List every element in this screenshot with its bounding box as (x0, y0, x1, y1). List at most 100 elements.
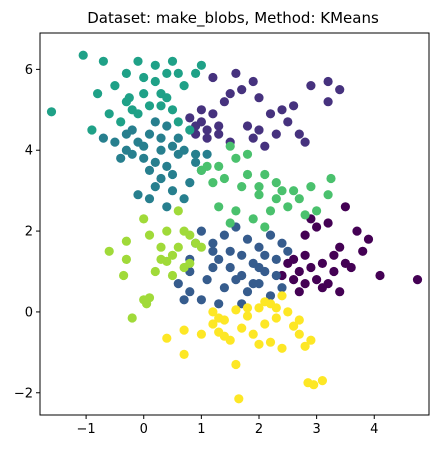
data-point-cluster-7 (242, 311, 253, 321)
data-point-cluster-1 (323, 97, 333, 107)
data-point-cluster-1 (260, 141, 270, 151)
data-point-cluster-2 (265, 291, 276, 301)
data-point-cluster-3 (162, 202, 172, 212)
data-point-cluster-6 (119, 270, 129, 281)
data-point-cluster-5 (208, 178, 218, 188)
data-point-cluster-1 (214, 129, 224, 139)
data-point-cluster-1 (248, 133, 258, 143)
data-point-cluster-5 (214, 161, 224, 171)
data-point-cluster-2 (202, 275, 212, 285)
data-point-cluster-2 (208, 238, 218, 248)
data-point-cluster-0 (312, 222, 322, 232)
data-point-cluster-4 (139, 72, 149, 83)
data-point-cluster-2 (185, 287, 195, 297)
data-point-cluster-5 (294, 194, 304, 204)
data-point-cluster-2 (208, 246, 218, 256)
data-point-cluster-7 (254, 303, 264, 313)
y-axis: −2 0 2 4 6 (14, 63, 40, 401)
data-point-cluster-5 (242, 169, 253, 180)
data-point-cluster-1 (202, 133, 212, 143)
data-point-cluster-4 (121, 68, 131, 78)
data-point-cluster-3 (202, 149, 212, 159)
data-point-cluster-4 (144, 101, 155, 111)
data-point-cluster-1 (265, 109, 276, 119)
data-point-cluster-3 (156, 173, 166, 184)
data-point-cluster-7 (214, 313, 224, 323)
data-point-cluster-7 (260, 319, 270, 329)
x-tick-label: −1 (77, 422, 96, 437)
data-point-cluster-6 (127, 313, 137, 323)
data-point-cluster-1 (277, 105, 287, 115)
data-point-cluster-1 (208, 109, 218, 119)
data-point-cluster-4 (124, 93, 134, 103)
data-point-cluster-7 (254, 339, 264, 349)
data-point-cluster-0 (412, 275, 423, 285)
data-point-cluster-3 (185, 178, 195, 188)
data-point-cluster-4 (104, 109, 114, 119)
data-point-cluster-4 (150, 76, 160, 87)
data-point-cluster-5 (271, 194, 281, 204)
data-point-cluster-0 (335, 287, 345, 297)
data-point-cluster-4 (191, 68, 201, 78)
data-point-cluster-1 (237, 85, 247, 95)
y-tick-label: 4 (25, 144, 33, 159)
data-point-cluster-4 (167, 105, 178, 115)
data-point-cluster-0 (300, 279, 310, 289)
data-point-cluster-2 (283, 246, 293, 256)
data-point-cluster-7 (219, 331, 229, 341)
data-point-cluster-7 (179, 325, 189, 335)
data-point-cluster-7 (265, 337, 276, 347)
data-point-cluster-5 (300, 210, 310, 220)
data-point-cluster-4 (116, 117, 126, 127)
data-point-cluster-5 (231, 153, 241, 163)
data-point-cluster-1 (231, 68, 241, 78)
data-point-cluster-0 (294, 287, 304, 297)
data-point-cluster-6 (144, 230, 155, 240)
data-point-cluster-6 (139, 295, 149, 305)
data-point-cluster-4 (46, 107, 57, 117)
data-point-cluster-5 (254, 182, 264, 192)
data-point-cluster-3 (139, 141, 149, 151)
data-point-cluster-1 (196, 105, 206, 115)
data-point-cluster-5 (231, 206, 241, 216)
data-point-cluster-7 (277, 291, 287, 301)
data-point-cluster-0 (329, 266, 339, 277)
data-point-cluster-5 (248, 214, 258, 224)
data-point-cluster-1 (225, 89, 235, 99)
data-point-cluster-6 (121, 236, 131, 246)
data-point-cluster-7 (294, 329, 304, 339)
data-point-cluster-3 (167, 169, 178, 180)
data-point-cluster-7 (162, 333, 172, 343)
data-point-cluster-0 (300, 230, 310, 240)
data-point-cluster-1 (294, 129, 304, 139)
data-point-cluster-3 (144, 194, 155, 204)
data-point-cluster-0 (375, 270, 385, 281)
data-point-cluster-2 (265, 230, 276, 240)
data-point-cluster-4 (133, 109, 143, 119)
data-point-cluster-6 (162, 226, 172, 236)
data-point-cluster-3 (173, 133, 183, 143)
data-point-cluster-6 (162, 256, 172, 266)
data-point-cluster-6 (179, 262, 189, 273)
data-point-cluster-1 (335, 85, 345, 95)
data-point-cluster-3 (144, 165, 155, 175)
data-point-cluster-0 (340, 258, 350, 268)
data-point-cluster-2 (173, 279, 183, 289)
data-point-cluster-2 (225, 262, 235, 273)
data-point-cluster-0 (306, 262, 316, 273)
data-point-cluster-5 (225, 141, 235, 151)
data-point-cluster-1 (219, 97, 229, 107)
data-point-cluster-6 (156, 242, 166, 252)
y-tick-label: 6 (25, 63, 33, 78)
data-point-cluster-3 (150, 182, 160, 192)
data-point-cluster-2 (214, 299, 224, 309)
data-point-cluster-3 (116, 153, 126, 163)
data-point-cluster-4 (196, 60, 206, 70)
data-point-cluster-2 (219, 230, 229, 240)
data-point-cluster-6 (139, 214, 149, 224)
data-point-cluster-7 (179, 349, 189, 359)
data-point-cluster-5 (283, 202, 293, 212)
data-point-cluster-3 (173, 149, 183, 159)
data-point-cluster-4 (156, 101, 166, 111)
data-point-cluster-5 (306, 182, 316, 192)
